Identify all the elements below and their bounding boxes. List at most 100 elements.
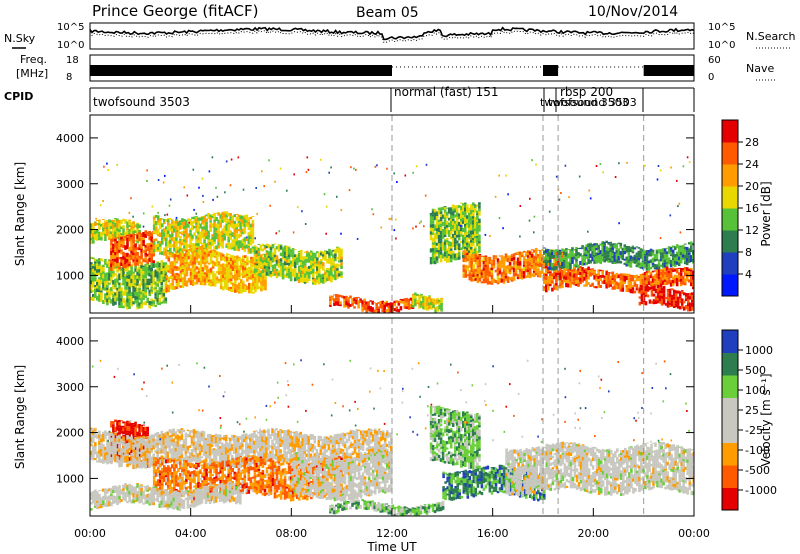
- heat-cell: [619, 242, 623, 246]
- heat-cell: [126, 259, 129, 263]
- heat-cell: [130, 453, 133, 456]
- heat-cell: [203, 229, 206, 233]
- heat-speckle: [132, 215, 134, 218]
- heat-speckle: [656, 178, 659, 181]
- heat-cell: [138, 224, 141, 226]
- heat-cell: [316, 266, 319, 271]
- heat-cell: [449, 254, 453, 259]
- heat-cell: [122, 235, 125, 240]
- heat-cell: [526, 252, 530, 256]
- heat-cell: [595, 277, 598, 282]
- heat-cell: [690, 258, 693, 262]
- heat-cell: [526, 269, 530, 272]
- heat-cell: [649, 283, 653, 286]
- heat-cell: [176, 448, 180, 453]
- heat-cell: [643, 282, 647, 286]
- heat-cell: [114, 301, 117, 305]
- heat-cell: [174, 456, 178, 461]
- heat-cell: [617, 248, 621, 253]
- heat-cell: [685, 267, 689, 271]
- heat-cell: [163, 232, 166, 237]
- heat-cell: [193, 250, 197, 253]
- heat-cell: [140, 278, 143, 283]
- heat-cell: [108, 228, 111, 232]
- heat-cell: [601, 275, 604, 278]
- heat-cell: [162, 296, 166, 301]
- heat-cell: [688, 242, 691, 245]
- heat-cell: [200, 445, 204, 450]
- heat-cell: [494, 255, 498, 257]
- heat-cell: [253, 246, 257, 251]
- heat-cell: [607, 272, 610, 273]
- heat-cell: [474, 246, 477, 249]
- heat-cell: [211, 214, 214, 216]
- heat-cell: [575, 258, 578, 262]
- heat-cell: [164, 443, 168, 446]
- heat-cell: [607, 251, 610, 255]
- heat-cell: [633, 247, 637, 250]
- heat-cell: [124, 276, 127, 281]
- heat-cell: [257, 244, 261, 245]
- heat-cell: [679, 269, 683, 273]
- heat-cell: [273, 248, 277, 252]
- heat-cell: [140, 461, 143, 466]
- heat-cell: [209, 259, 213, 264]
- heat-cell: [635, 259, 639, 263]
- heat-cell: [269, 262, 273, 265]
- heat-cell: [262, 263, 265, 268]
- heat-cell: [549, 273, 552, 276]
- heat-cell: [170, 429, 174, 433]
- heat-cell: [478, 269, 482, 272]
- heat-cell: [114, 295, 117, 298]
- heat-cell: [90, 280, 93, 285]
- heat-cell: [255, 253, 259, 258]
- heat-cell: [252, 286, 255, 290]
- heat-cell: [150, 450, 153, 453]
- heat-cell: [221, 275, 225, 279]
- heat-cell: [132, 230, 135, 235]
- heat-cell: [187, 261, 191, 264]
- heat-cell: [627, 246, 631, 248]
- heat-speckle: [657, 165, 660, 167]
- heat-cell: [453, 210, 457, 213]
- heat-cell: [551, 255, 554, 259]
- heat-cell: [126, 462, 129, 464]
- heat-cell: [140, 447, 143, 450]
- heat-cell: [522, 265, 526, 267]
- heat-cell: [613, 258, 617, 262]
- heat-cell: [100, 276, 103, 280]
- heat-cell: [645, 267, 649, 271]
- heat-cell: [165, 237, 168, 242]
- heat-cell: [162, 292, 166, 297]
- heat-cell: [291, 264, 295, 267]
- heat-cell: [433, 253, 437, 258]
- heat-cell: [264, 268, 267, 273]
- heat-cell: [180, 434, 184, 437]
- heat-cell: [158, 270, 162, 273]
- heat-cell: [522, 250, 526, 253]
- heat-cell: [455, 234, 459, 238]
- heat-cell: [221, 244, 224, 249]
- heat-cell: [175, 283, 179, 287]
- heat-cell: [116, 243, 119, 247]
- heat-cell: [543, 273, 546, 277]
- heat-cell: [684, 293, 688, 297]
- heat-cell: [470, 240, 473, 243]
- heat-cell: [267, 244, 271, 249]
- heat-cell: [690, 279, 693, 283]
- heat-cell: [480, 281, 484, 284]
- heat-cell: [451, 215, 455, 219]
- heat-cell: [122, 251, 125, 256]
- heat-cell: [108, 292, 111, 298]
- heat-cell: [589, 242, 592, 247]
- heat-cell: [92, 456, 95, 461]
- heat-cell: [257, 259, 261, 264]
- heat-cell: [256, 283, 259, 286]
- heat-cell: [183, 261, 187, 265]
- heat-cell: [490, 259, 494, 264]
- heat-cell: [124, 299, 127, 303]
- noise-sky-trace: [89, 26, 695, 41]
- heat-cell: [289, 249, 293, 253]
- heat-cell: [98, 234, 101, 238]
- heat-cell: [192, 448, 196, 453]
